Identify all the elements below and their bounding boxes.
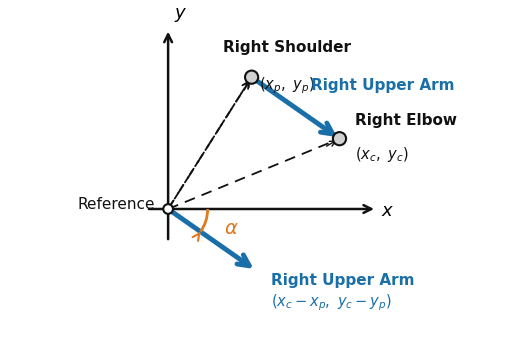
Text: Reference: Reference xyxy=(77,197,155,212)
Circle shape xyxy=(163,204,173,214)
Text: $\alpha$: $\alpha$ xyxy=(224,219,239,238)
Text: $(x_c,\ y_c)$: $(x_c,\ y_c)$ xyxy=(355,145,409,164)
Text: Right Shoulder: Right Shoulder xyxy=(223,40,351,55)
Text: Right Elbow: Right Elbow xyxy=(355,113,457,128)
Text: $x$: $x$ xyxy=(381,202,395,220)
Circle shape xyxy=(245,71,258,84)
Text: $(x_p,\ y_p)$: $(x_p,\ y_p)$ xyxy=(259,75,314,96)
Text: Right Upper Arm: Right Upper Arm xyxy=(271,273,415,288)
Text: $y$: $y$ xyxy=(174,6,187,24)
Circle shape xyxy=(333,132,346,145)
Text: $(x_c - x_p,\ y_c - y_p)$: $(x_c - x_p,\ y_c - y_p)$ xyxy=(271,292,392,313)
Text: Right Upper Arm: Right Upper Arm xyxy=(311,78,455,93)
